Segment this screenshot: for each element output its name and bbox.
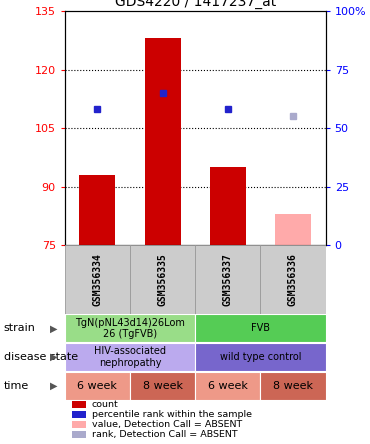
Text: count: count [92,400,118,409]
Text: 6 week: 6 week [208,381,248,391]
Text: ▶: ▶ [50,323,57,333]
Text: disease state: disease state [4,352,78,362]
Text: value, Detection Call = ABSENT: value, Detection Call = ABSENT [92,420,242,429]
Text: FVB: FVB [251,323,270,333]
Text: ▶: ▶ [50,352,57,362]
Text: percentile rank within the sample: percentile rank within the sample [92,410,252,419]
Bar [130,372,195,400]
Title: GDS4220 / 1417237_at: GDS4220 / 1417237_at [115,0,276,9]
Bar [145,38,181,245]
Bar [210,167,246,245]
Bar [195,372,260,400]
Bar [260,245,326,314]
Text: 6 week: 6 week [77,381,117,391]
Text: HIV-associated
nephropathy: HIV-associated nephropathy [94,346,166,368]
Bar [260,372,326,400]
Text: time: time [4,381,29,391]
Text: TgN(pNL43d14)26Lom
26 (TgFVB): TgN(pNL43d14)26Lom 26 (TgFVB) [75,317,185,339]
Text: 8 week: 8 week [142,381,182,391]
Text: rank, Detection Call = ABSENT: rank, Detection Call = ABSENT [92,430,238,439]
Text: strain: strain [4,323,36,333]
Bar [80,175,115,245]
Bar [65,314,195,342]
Text: wild type control: wild type control [220,352,301,362]
Text: ▶: ▶ [50,381,57,391]
Bar [130,245,195,314]
Text: GSM356336: GSM356336 [288,253,298,306]
Bar [195,314,326,342]
Text: 8 week: 8 week [273,381,313,391]
Text: GSM356335: GSM356335 [158,253,168,306]
Text: GSM356337: GSM356337 [223,253,233,306]
Bar [275,214,311,245]
Text: GSM356334: GSM356334 [92,253,102,306]
Bar [65,372,130,400]
Bar [195,343,326,371]
Bar [65,245,130,314]
Bar [195,245,260,314]
Bar [65,343,195,371]
